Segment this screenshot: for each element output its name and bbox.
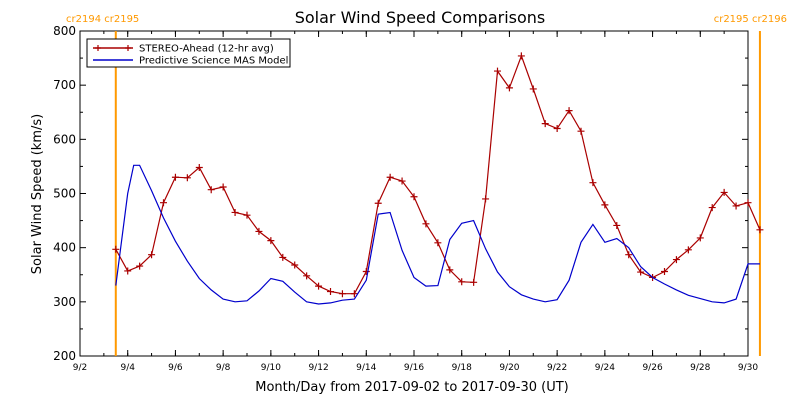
data-point <box>124 267 132 275</box>
x-tick-label: 9/26 <box>642 363 662 373</box>
data-point <box>613 221 621 229</box>
legend-label: Predictive Science MAS Model <box>139 56 288 67</box>
data-point <box>661 268 668 275</box>
data-point <box>517 52 525 60</box>
data-point <box>207 186 215 194</box>
x-tick-label: 9/8 <box>216 363 231 373</box>
data-point <box>541 120 549 128</box>
x-axis: 9/2 9/4 9/6 9/8 9/10 9/12 9/14 9/16 9/18 9/20 9/22… <box>73 31 758 373</box>
data-point <box>350 290 358 298</box>
data-point <box>470 278 478 286</box>
x-tick-label: 9/20 <box>499 363 519 373</box>
data-point <box>589 179 597 187</box>
data-point <box>279 253 287 261</box>
x-tick-label: 9/18 <box>452 363 472 373</box>
x-tick-label: 9/10 <box>261 363 281 373</box>
data-point <box>494 67 501 75</box>
data-point <box>446 266 454 274</box>
data-point <box>625 251 633 259</box>
y-tick-label: 300 <box>53 295 76 309</box>
data-point <box>720 188 728 196</box>
data-point <box>362 268 370 275</box>
data-point <box>482 195 490 203</box>
data-point <box>243 211 251 219</box>
legend-box <box>86 38 291 68</box>
data-point <box>637 268 645 276</box>
x-tick-label: 9/30 <box>738 363 758 373</box>
x-tick-label: 9/2 <box>73 363 87 373</box>
data-point <box>171 173 179 181</box>
data-point <box>672 256 680 264</box>
data-point <box>434 239 442 247</box>
y-tick-label: 400 <box>53 241 76 255</box>
data-point <box>303 272 311 280</box>
data-point <box>338 290 346 298</box>
data-point <box>315 282 323 290</box>
x-tick-label: 9/14 <box>356 363 376 373</box>
chart-title: Solar Wind Speed Comparisons <box>295 8 546 27</box>
x-tick-label: 9/12 <box>308 363 328 373</box>
data-point <box>458 278 466 286</box>
data-point <box>756 226 764 234</box>
data-point <box>696 234 704 242</box>
data-point <box>565 107 573 115</box>
data-point <box>148 251 156 259</box>
data-point <box>231 208 239 216</box>
data-point <box>732 202 740 210</box>
data-point <box>136 262 144 270</box>
data-point <box>219 183 227 191</box>
data-point <box>255 227 263 235</box>
data-point <box>422 220 430 228</box>
data-point <box>112 245 120 253</box>
y-tick-label: 700 <box>53 78 76 92</box>
x-tick-label: 9/16 <box>404 363 424 373</box>
series-layer <box>112 52 764 305</box>
carrington-lines <box>114 31 761 356</box>
data-point <box>398 177 406 185</box>
data-point <box>327 288 334 296</box>
data-point <box>267 237 275 245</box>
series-line-mas-model <box>115 164 760 305</box>
data-point <box>374 199 382 207</box>
data-point <box>744 199 752 207</box>
y-axis: 200 300 400 500 600 700 800 <box>53 24 748 363</box>
x-axis-label: Month/Day from 2017-09-02 to 2017-09-30 … <box>255 380 568 395</box>
y-tick-label: 800 <box>53 24 76 38</box>
data-point <box>601 201 609 209</box>
legend-label: STEREO-Ahead (12-hr avg) <box>139 44 274 55</box>
x-tick-label: 9/22 <box>547 363 567 373</box>
legend-marker <box>125 45 131 51</box>
data-point <box>553 125 561 132</box>
data-point <box>684 246 692 254</box>
y-tick-label: 200 <box>53 349 76 363</box>
x-tick-label: 9/4 <box>120 363 135 373</box>
carrington-label: cr2194 cr2195 <box>66 14 139 25</box>
x-tick-label: 9/28 <box>690 363 710 373</box>
x-tick-label: 9/24 <box>595 363 615 373</box>
data-point <box>291 261 299 269</box>
data-point <box>160 199 167 207</box>
data-point <box>195 164 203 171</box>
data-point <box>386 173 394 181</box>
data-point <box>410 193 418 201</box>
legend-marker <box>95 45 101 51</box>
data-point <box>505 84 513 92</box>
legend: STEREO-Ahead (12-hr avg)Predictive Scien… <box>86 38 291 68</box>
y-axis-label: Solar Wind Speed (km/s) <box>30 114 45 274</box>
carrington-label: cr2195 cr2196 <box>714 14 787 25</box>
data-point <box>529 85 537 93</box>
data-point <box>183 174 191 182</box>
series-line-stereo-ahead <box>115 54 761 295</box>
y-tick-label: 500 <box>53 187 76 201</box>
data-point <box>708 204 716 212</box>
carrington-labels: cr2194 cr2195 cr2195 cr2196 <box>66 14 787 25</box>
x-tick-label: 9/6 <box>168 363 183 373</box>
y-tick-label: 600 <box>53 132 76 146</box>
data-point <box>577 127 585 135</box>
